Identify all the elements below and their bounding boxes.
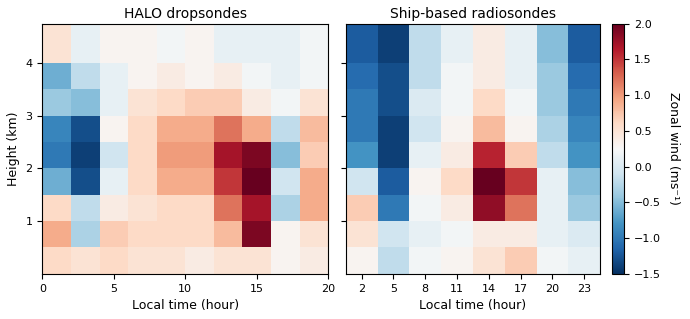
Y-axis label: Zonal wind (ms⁻¹): Zonal wind (ms⁻¹) (667, 92, 680, 205)
Y-axis label: Height (km): Height (km) (7, 111, 20, 186)
X-axis label: Local time (hour): Local time (hour) (132, 299, 239, 312)
Title: Ship-based radiosondes: Ship-based radiosondes (390, 7, 556, 21)
Title: HALO dropsondes: HALO dropsondes (124, 7, 247, 21)
X-axis label: Local time (hour): Local time (hour) (420, 299, 526, 312)
